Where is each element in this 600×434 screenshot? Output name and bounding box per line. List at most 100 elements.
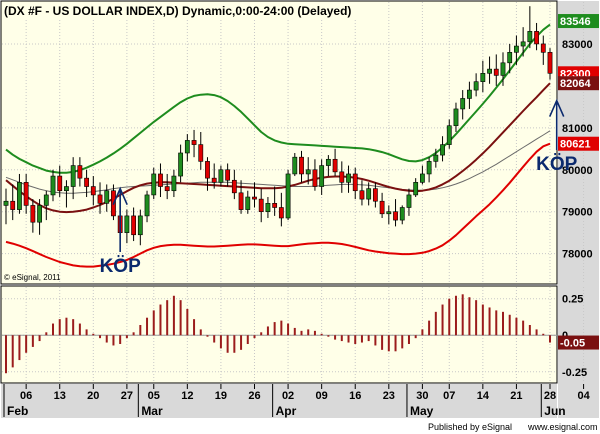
- candle-body-up: [433, 154, 439, 162]
- candle: [43, 190, 49, 221]
- date-tick-label: 14: [477, 390, 490, 402]
- month-label: Jun: [544, 404, 565, 418]
- candle: [426, 157, 432, 183]
- candle-body-up: [218, 169, 224, 183]
- month-label: Mar: [141, 404, 163, 418]
- price-tag: 83546: [560, 16, 591, 28]
- price-tick-label: 78000: [562, 249, 593, 261]
- candle: [359, 180, 365, 206]
- candle: [278, 192, 284, 227]
- date-tick-label: 02: [282, 390, 294, 402]
- oscillator-panel: [0, 285, 558, 384]
- candle-body-down: [278, 207, 284, 219]
- candle: [77, 157, 83, 187]
- date-tick-label: 23: [383, 390, 395, 402]
- price-tick-label: 81000: [562, 123, 593, 135]
- slow-moving-average-line: [5, 130, 551, 194]
- candle-body-down: [339, 171, 345, 183]
- candle: [158, 163, 163, 198]
- candle-body-up: [446, 125, 452, 145]
- date-tick-label: 12: [181, 390, 193, 402]
- candle-body-up: [144, 194, 150, 217]
- candle: [292, 152, 298, 177]
- candle-body-down: [191, 140, 197, 145]
- candle-body-up: [137, 215, 143, 236]
- date-tick-label: 07: [443, 390, 455, 402]
- x-axis-strip: [1, 384, 557, 418]
- candle-body-up: [124, 215, 130, 233]
- candle: [211, 163, 217, 189]
- candle: [50, 169, 56, 202]
- candle-body-up: [453, 108, 459, 127]
- candle-body-down: [57, 175, 63, 192]
- candle-body-up: [507, 52, 513, 64]
- candle-body-up: [325, 158, 331, 166]
- candle: [305, 157, 311, 185]
- candle-body-up: [285, 173, 291, 219]
- candle: [144, 190, 150, 223]
- date-tick-label: 09: [316, 390, 328, 402]
- candle: [514, 35, 519, 65]
- candle: [493, 54, 499, 86]
- candle: [252, 182, 257, 208]
- axis-layer: 83000810008000079000780000.250-0.2506132…: [3, 39, 593, 418]
- candle: [225, 163, 231, 187]
- date-tick-label: 19: [215, 390, 227, 402]
- annotation-layer: KÖP KÖP: [100, 98, 578, 277]
- osc-tick-label: -0.25: [562, 367, 587, 379]
- candle-body-down: [30, 205, 36, 223]
- candle-body-down: [534, 31, 539, 45]
- candle: [419, 165, 425, 185]
- price-tag: 80621: [560, 139, 591, 151]
- candle-body-down: [238, 192, 244, 210]
- publisher-text: Published by eSignal: [428, 422, 512, 432]
- title-background: [2, 2, 374, 19]
- osc-tag: -0.05: [560, 338, 585, 350]
- candle-body-up: [467, 89, 472, 99]
- candle-body-up: [419, 173, 425, 183]
- candle: [406, 188, 412, 216]
- candle-body-up: [480, 72, 486, 82]
- candle-body-down: [393, 211, 398, 221]
- candle: [238, 180, 244, 214]
- candle-body-up: [413, 182, 419, 196]
- candle-body-up: [487, 68, 492, 74]
- osc-tag-box: [558, 335, 599, 350]
- candle-body-up: [104, 190, 110, 204]
- candle: [57, 165, 63, 198]
- candle: [37, 199, 42, 235]
- candle: [218, 165, 224, 187]
- candle: [104, 184, 110, 212]
- candle: [413, 178, 419, 198]
- candle-body-up: [292, 156, 298, 175]
- candle-body-up: [500, 62, 506, 76]
- copyright-text: © eSignal, 2011: [4, 273, 61, 282]
- candle: [312, 159, 318, 191]
- candle-body-up: [265, 203, 271, 213]
- candle: [319, 159, 325, 195]
- candle-body-down: [312, 169, 318, 187]
- candle: [440, 136, 445, 162]
- candle-body-up: [426, 161, 432, 175]
- candle-body-down: [205, 161, 210, 179]
- candle-body-down: [493, 68, 499, 76]
- candle-body-up: [473, 81, 479, 91]
- middle-moving-average-line: [5, 82, 551, 214]
- candle-body-down: [359, 190, 365, 200]
- koop-label: KÖP: [536, 154, 578, 175]
- candle: [272, 186, 278, 216]
- candle: [453, 102, 459, 133]
- candle-body-up: [50, 175, 56, 196]
- candle-body-down: [97, 194, 103, 204]
- candle-body-up: [37, 205, 42, 223]
- candle-body-down: [231, 179, 237, 194]
- candle: [480, 60, 486, 93]
- osc-tick-label: 0.25: [562, 294, 583, 306]
- candle: [30, 199, 36, 233]
- candle-body-down: [332, 158, 338, 173]
- candle-body-down: [252, 196, 257, 200]
- date-tick-label: 26: [248, 390, 260, 402]
- candle: [84, 169, 89, 198]
- lower-band-line: [5, 142, 551, 268]
